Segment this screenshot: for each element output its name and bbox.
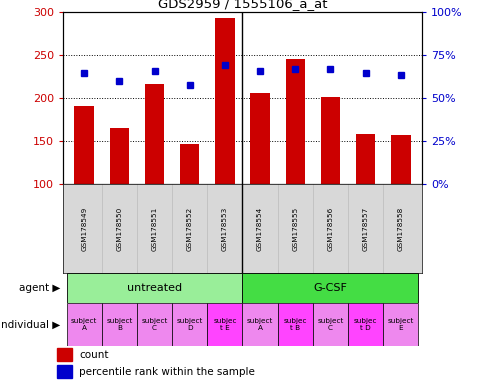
Text: agent ▶: agent ▶ — [18, 283, 60, 293]
Text: G-CSF: G-CSF — [313, 283, 347, 293]
Text: subject
C: subject C — [141, 318, 167, 331]
Bar — [102, 303, 136, 346]
Text: GSM178550: GSM178550 — [116, 206, 122, 251]
Text: subjec
t E: subjec t E — [212, 318, 236, 331]
Bar — [180, 144, 199, 184]
Text: GSM178552: GSM178552 — [186, 206, 192, 251]
Bar — [215, 18, 234, 184]
Text: GSM178557: GSM178557 — [362, 206, 368, 251]
Text: count: count — [79, 349, 108, 359]
Bar — [172, 303, 207, 346]
Text: GSM178551: GSM178551 — [151, 206, 157, 251]
Text: subject
E: subject E — [387, 318, 413, 331]
Text: individual ▶: individual ▶ — [0, 319, 60, 329]
Text: percentile rank within the sample: percentile rank within the sample — [79, 367, 255, 377]
Bar — [109, 128, 129, 184]
Text: subject
C: subject C — [317, 318, 343, 331]
Bar — [75, 106, 93, 184]
Text: GSM178553: GSM178553 — [222, 206, 227, 251]
Text: GSM178549: GSM178549 — [81, 206, 87, 251]
Text: GSM178555: GSM178555 — [292, 206, 298, 251]
Bar — [277, 303, 312, 346]
Text: untreated: untreated — [127, 283, 182, 293]
Bar — [285, 59, 304, 184]
Text: subject
A: subject A — [246, 318, 272, 331]
Bar — [66, 303, 102, 346]
Bar — [242, 303, 277, 346]
Bar — [207, 303, 242, 346]
Title: GDS2959 / 1555106_a_at: GDS2959 / 1555106_a_at — [157, 0, 327, 10]
Text: subjec
t D: subjec t D — [353, 318, 377, 331]
Bar — [391, 135, 409, 184]
Bar — [355, 134, 375, 184]
Bar — [382, 303, 418, 346]
Bar — [250, 93, 269, 184]
Text: subject
D: subject D — [176, 318, 202, 331]
Bar — [57, 348, 72, 361]
Bar — [57, 365, 72, 379]
Text: subject
A: subject A — [71, 318, 97, 331]
Bar — [320, 97, 339, 184]
Bar — [66, 273, 242, 303]
Bar — [312, 303, 348, 346]
Bar — [136, 303, 172, 346]
Text: GSM178558: GSM178558 — [397, 206, 403, 251]
Text: subjec
t B: subjec t B — [283, 318, 306, 331]
Text: GSM178556: GSM178556 — [327, 206, 333, 251]
Bar — [348, 303, 382, 346]
Bar — [145, 84, 164, 184]
Text: subject
B: subject B — [106, 318, 132, 331]
Text: GSM178554: GSM178554 — [257, 206, 262, 251]
Bar — [242, 273, 418, 303]
